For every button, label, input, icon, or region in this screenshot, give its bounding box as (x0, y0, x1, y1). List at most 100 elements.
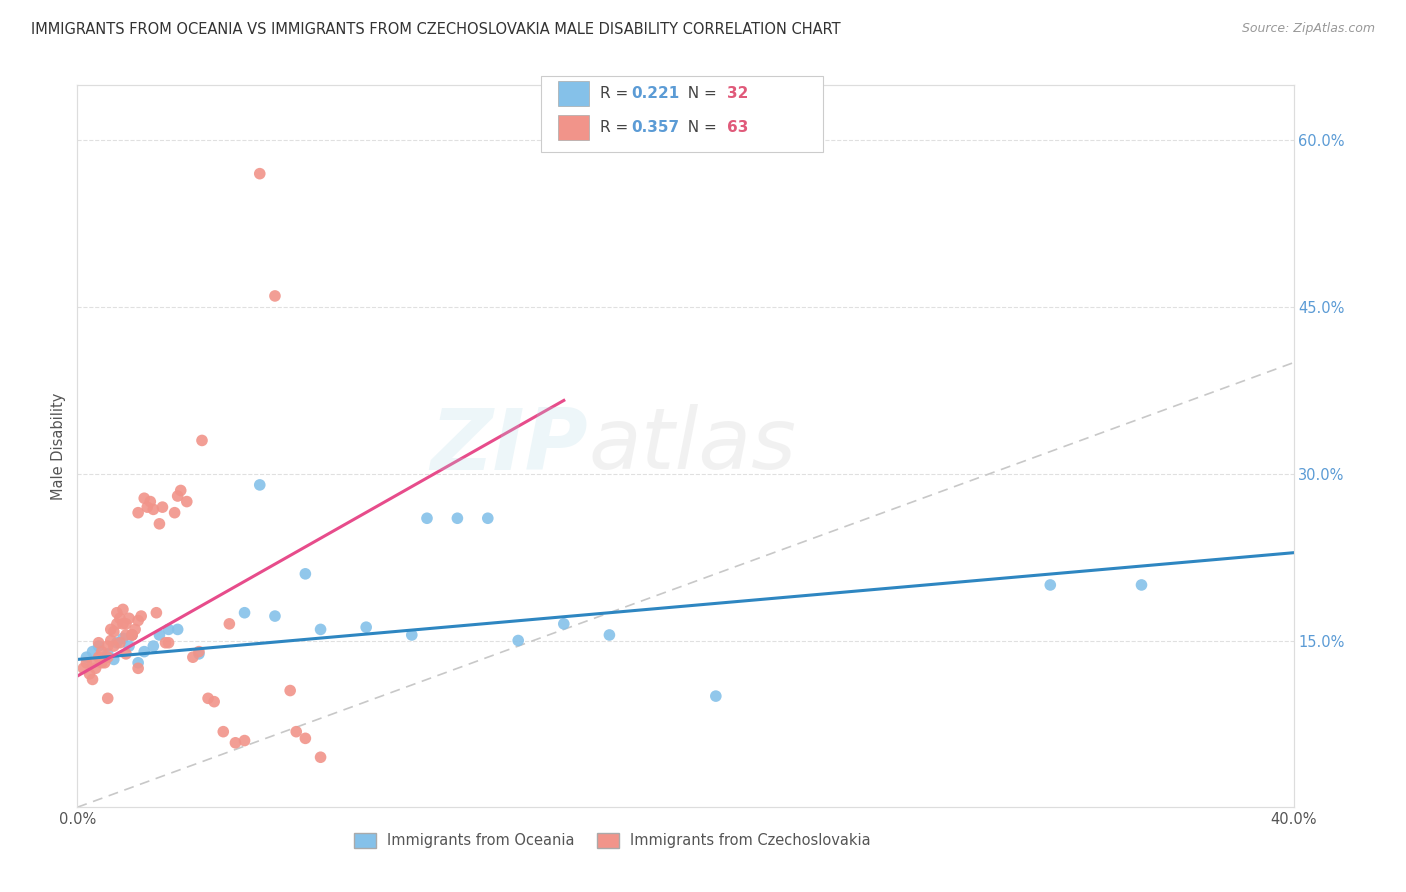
Point (121, 628, 143, 642)
Point (115, 616, 138, 631)
Point (97, 650, 120, 665)
Point (121, 628, 143, 642)
Point (127, 656, 149, 670)
Point (152, 500, 174, 515)
Point (121, 628, 143, 642)
Point (188, 647, 211, 661)
Point (97, 639, 120, 653)
Point (82, 656, 104, 670)
Point (309, 750, 332, 764)
Point (139, 494, 162, 508)
Point (212, 724, 235, 739)
Point (103, 624, 125, 639)
Point (197, 691, 219, 706)
Point (90, 645, 112, 659)
Point (115, 647, 138, 661)
Point (401, 628, 423, 642)
Point (97, 691, 120, 706)
Point (129, 609, 152, 624)
Text: R =: R = (600, 87, 634, 101)
Point (134, 645, 156, 659)
Point (249, 167, 271, 181)
Point (75, 656, 97, 670)
Point (115, 628, 138, 642)
Point (134, 491, 156, 506)
Point (264, 609, 287, 624)
Point (118, 639, 141, 653)
Point (87, 639, 110, 653)
Point (157, 636, 180, 650)
Point (84, 661, 107, 675)
Text: N =: N = (678, 87, 721, 101)
Point (163, 506, 186, 520)
Text: ZIP: ZIP (430, 404, 588, 488)
Y-axis label: Male Disability: Male Disability (51, 392, 66, 500)
Point (127, 506, 149, 520)
Point (309, 623, 332, 637)
Point (136, 500, 159, 515)
Point (202, 695, 225, 709)
Point (176, 494, 198, 508)
Point (148, 516, 170, 531)
Point (294, 731, 316, 746)
Point (170, 483, 193, 498)
Point (155, 636, 177, 650)
Point (181, 650, 204, 665)
Point (354, 620, 377, 634)
Point (148, 628, 170, 642)
Point (142, 502, 165, 516)
Point (145, 606, 167, 620)
Point (598, 628, 620, 642)
Point (111, 632, 134, 646)
Point (93, 656, 115, 670)
Point (157, 623, 180, 637)
Text: 0.357: 0.357 (631, 120, 679, 135)
Point (1130, 578, 1153, 592)
Point (82, 673, 104, 687)
Point (118, 611, 141, 625)
Point (285, 724, 308, 739)
Point (477, 511, 499, 525)
Point (111, 616, 134, 631)
Point (108, 611, 131, 625)
Point (79, 666, 101, 681)
Text: IMMIGRANTS FROM OCEANIA VS IMMIGRANTS FROM CZECHOSLOVAKIA MALE DISABILITY CORREL: IMMIGRANTS FROM OCEANIA VS IMMIGRANTS FR… (31, 22, 841, 37)
Legend: Immigrants from Oceania, Immigrants from Czechoslovakia: Immigrants from Oceania, Immigrants from… (349, 827, 877, 855)
Point (105, 636, 128, 650)
Point (82, 645, 104, 659)
Point (127, 614, 149, 628)
Point (1039, 578, 1062, 592)
Text: atlas: atlas (588, 404, 796, 488)
Point (72, 661, 94, 675)
Point (508, 633, 530, 648)
Point (87, 636, 110, 650)
Point (188, 645, 211, 659)
Point (108, 636, 131, 650)
Point (416, 511, 439, 525)
Text: 63: 63 (727, 120, 748, 135)
Point (704, 689, 727, 703)
Point (100, 633, 122, 648)
Text: N =: N = (678, 120, 721, 135)
Point (90, 656, 112, 670)
Point (446, 511, 468, 525)
Text: 32: 32 (727, 87, 748, 101)
Text: Source: ZipAtlas.com: Source: ZipAtlas.com (1241, 22, 1375, 36)
Point (553, 616, 575, 631)
Text: R =: R = (600, 120, 634, 135)
Point (166, 623, 188, 637)
Point (111, 602, 134, 616)
Point (97, 647, 120, 661)
Point (87, 650, 110, 665)
Point (218, 616, 240, 631)
Point (166, 489, 188, 503)
Point (233, 606, 256, 620)
Point (294, 566, 316, 581)
Point (103, 639, 125, 653)
Point (278, 683, 301, 698)
Point (105, 606, 128, 620)
Point (127, 661, 149, 675)
Point (233, 733, 256, 747)
Point (142, 639, 165, 653)
Point (103, 652, 125, 666)
